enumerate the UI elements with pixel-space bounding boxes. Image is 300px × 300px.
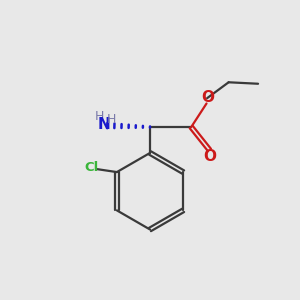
Text: O: O bbox=[204, 149, 217, 164]
Text: O: O bbox=[202, 90, 214, 105]
Text: N: N bbox=[98, 117, 110, 132]
Text: H: H bbox=[107, 112, 116, 126]
Text: Cl: Cl bbox=[84, 161, 98, 175]
Text: H: H bbox=[94, 110, 104, 123]
